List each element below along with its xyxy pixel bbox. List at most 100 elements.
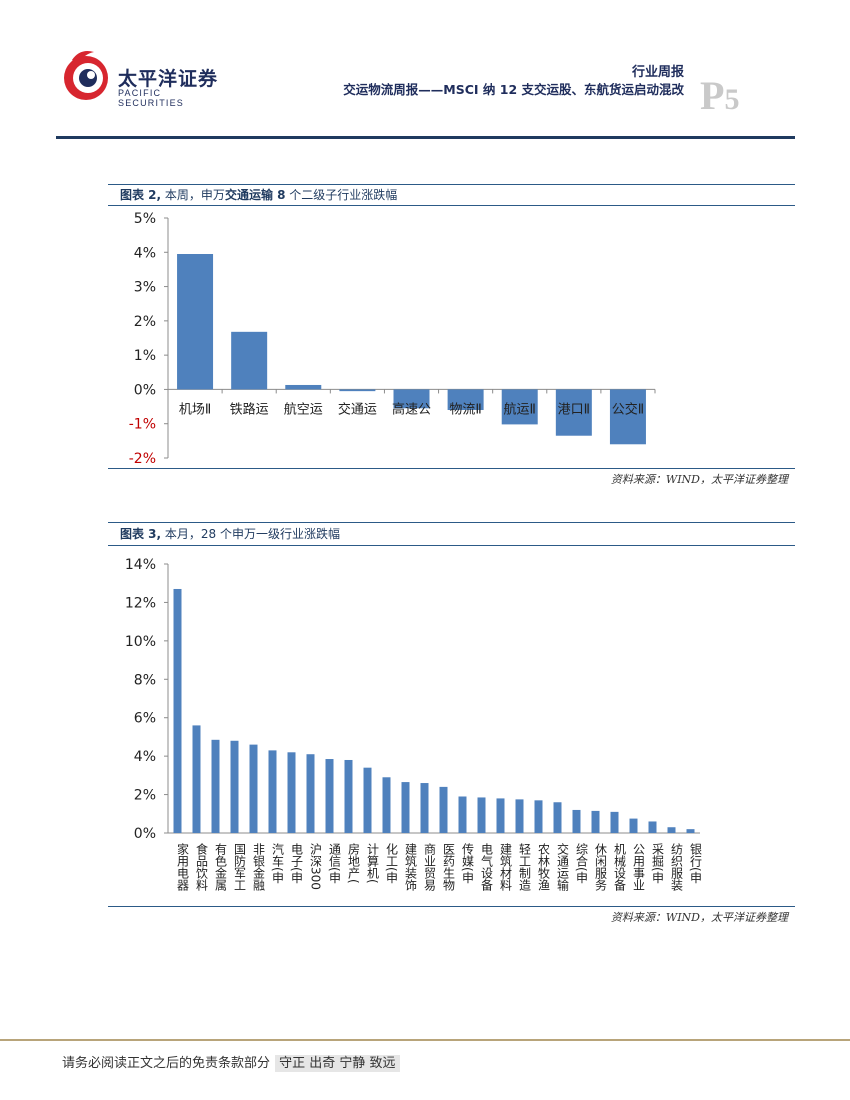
bar bbox=[572, 809, 581, 833]
bar bbox=[477, 797, 486, 833]
figure2-chart: 5% 4% 3% 2% 1% 0% -1% -2% 机场Ⅱ 铁路运 航空运 交通运 高速公 物流Ⅱ 航运Ⅱ 港… bbox=[129, 211, 656, 467]
x-tick-label: 采掘(申 bbox=[651, 843, 665, 884]
y-tick-label: 2% bbox=[134, 788, 156, 804]
figure3-label: 图表 3, bbox=[120, 527, 162, 541]
x-tick-label: 食品饮料 bbox=[195, 842, 209, 891]
bar bbox=[555, 389, 592, 436]
x-tick-label: 银行(申 bbox=[689, 843, 703, 884]
bar bbox=[610, 811, 619, 833]
y-tick-label: -1% bbox=[129, 417, 156, 433]
page-number: P5 bbox=[700, 72, 739, 119]
y-tick-label: 5% bbox=[134, 211, 156, 227]
y-tick-label: 12% bbox=[125, 595, 156, 611]
bar bbox=[648, 821, 657, 833]
x-tick-label: 通信(申 bbox=[328, 843, 342, 884]
x-tick-label: 公交Ⅱ bbox=[612, 401, 644, 417]
x-tick-label: 家用电器 bbox=[176, 842, 190, 892]
bar bbox=[393, 389, 430, 409]
report-kind: 行业周报 bbox=[631, 65, 684, 80]
report-title: 交运物流周报——MSCI 纳 12 支交运股、东航货运启动混改 bbox=[343, 82, 684, 97]
bar bbox=[249, 744, 258, 833]
x-tick-label: 机场Ⅱ bbox=[179, 402, 211, 417]
bar bbox=[268, 750, 277, 833]
figure2-title-pre: 本周，申万 bbox=[164, 188, 225, 202]
bar bbox=[439, 786, 448, 833]
bar bbox=[363, 767, 372, 833]
x-tick-label: 非银金融 bbox=[252, 843, 266, 892]
bar bbox=[667, 827, 676, 833]
header-rule bbox=[56, 136, 795, 139]
y-tick-label: 10% bbox=[125, 634, 156, 650]
x-tick-label: 港口Ⅱ bbox=[558, 402, 590, 417]
x-tick-label: 建筑装饰 bbox=[404, 843, 418, 891]
y-tick-label: 8% bbox=[134, 672, 156, 688]
bar bbox=[591, 810, 600, 833]
bar bbox=[401, 782, 410, 833]
bar bbox=[553, 802, 562, 833]
bar bbox=[382, 777, 391, 833]
figure2-top-rule bbox=[108, 184, 795, 185]
x-tick-label: 高速公 bbox=[392, 401, 431, 417]
figure3-title-rule bbox=[108, 545, 795, 546]
x-tick-label: 轻工制造 bbox=[518, 843, 532, 891]
page-letter: P bbox=[700, 73, 725, 118]
bar bbox=[287, 752, 296, 833]
x-tick-label: 建筑材料 bbox=[499, 843, 513, 891]
y-tick-label: 3% bbox=[134, 280, 156, 296]
x-tick-label: 医药生物 bbox=[442, 843, 456, 891]
x-tick-label: 有色金属 bbox=[214, 843, 228, 892]
x-tick-label: 物流Ⅱ bbox=[449, 402, 481, 417]
y-tick-label: 0% bbox=[134, 382, 156, 398]
footer-disclaimer: 请务必阅读正文之后的免责条款部分 bbox=[62, 1056, 271, 1071]
bar bbox=[339, 389, 376, 392]
y-tick-label: 0% bbox=[134, 826, 156, 842]
figure2-title-rule bbox=[108, 205, 795, 206]
y-tick-label: 4% bbox=[134, 749, 156, 765]
logo-emblem-icon bbox=[64, 51, 108, 100]
bar bbox=[534, 800, 543, 833]
bar bbox=[285, 384, 322, 390]
x-tick-label: 铁路运 bbox=[230, 401, 269, 417]
footer: 请务必阅读正文之后的免责条款部分 守正 出奇 宁静 致远 bbox=[62, 1052, 400, 1072]
figure2-title: 图表 2, 本周，申万交通运输 8 个二级子行业涨跌幅 bbox=[120, 186, 397, 203]
x-tick-label: 房地产( bbox=[347, 842, 361, 884]
figure3-source: 资料来源：WIND，太平洋证券整理 bbox=[610, 911, 788, 924]
bar bbox=[230, 740, 239, 833]
x-tick-label: 计算机( bbox=[366, 843, 380, 884]
x-tick-label: 航运Ⅱ bbox=[504, 401, 536, 417]
x-tick-label: 传媒(申 bbox=[461, 842, 475, 884]
logo-text-en: PACIFIC SECURITIES bbox=[118, 88, 185, 108]
x-tick-label: 交通运 bbox=[338, 401, 377, 417]
footer-rule bbox=[0, 1039, 850, 1041]
bar bbox=[344, 759, 353, 833]
bar bbox=[231, 331, 268, 390]
figure3-top-rule bbox=[108, 522, 795, 523]
y-tick-label: 6% bbox=[134, 711, 156, 727]
x-tick-label: 电气设备 bbox=[480, 843, 494, 892]
figure3-chart: 14% 12% 10% 8% 6% 4% 2% 0% 家用电器 食品饮料 有色金属 国防军工 非银金融汽… bbox=[125, 557, 703, 892]
bar bbox=[501, 389, 538, 425]
figure2-title-bold: 交通运输 8 bbox=[224, 188, 286, 202]
figure3-bottom-rule bbox=[108, 906, 795, 907]
bar bbox=[211, 739, 220, 833]
x-tick-label: 农林牧渔 bbox=[537, 843, 551, 891]
bar bbox=[192, 725, 201, 833]
figure3-title: 图表 3, 本月，28 个申万一级行业涨跌幅 bbox=[120, 525, 340, 542]
x-tick-label: 公用事业 bbox=[632, 843, 646, 891]
y-tick-label: -2% bbox=[129, 451, 156, 467]
x-tick-label: 纺织服装 bbox=[670, 843, 684, 892]
y-tick-label: 1% bbox=[134, 348, 156, 364]
bar bbox=[177, 254, 214, 390]
footer-motto: 守正 出奇 宁静 致远 bbox=[275, 1055, 400, 1072]
bar bbox=[458, 796, 467, 833]
x-tick-label: 商业贸易 bbox=[423, 842, 437, 892]
x-tick-label: 汽车(申 bbox=[271, 842, 285, 884]
y-tick-label: 4% bbox=[134, 245, 156, 261]
bar bbox=[447, 389, 484, 410]
company-logo: 太平洋证券 PACIFIC SECURITIES bbox=[58, 42, 228, 114]
bar bbox=[629, 818, 638, 833]
x-tick-label: 沪深300 bbox=[309, 843, 323, 890]
bar bbox=[609, 389, 646, 445]
x-tick-label: 电子(申 bbox=[290, 843, 304, 884]
y-tick-label: 2% bbox=[134, 314, 156, 330]
